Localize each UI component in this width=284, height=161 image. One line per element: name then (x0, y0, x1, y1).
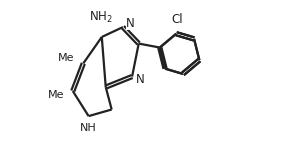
Text: NH: NH (80, 123, 96, 133)
Text: Me: Me (58, 53, 74, 63)
Text: N: N (135, 73, 144, 86)
Text: N: N (126, 17, 135, 30)
Text: Cl: Cl (172, 13, 183, 26)
Text: Me: Me (48, 90, 65, 100)
Text: NH$_2$: NH$_2$ (89, 10, 112, 25)
